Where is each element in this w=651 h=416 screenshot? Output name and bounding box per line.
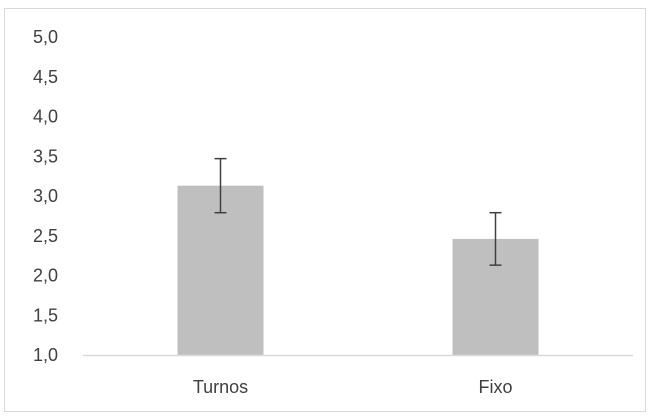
y-tick-label: 5,0 [33,27,58,47]
x-axis-category-labels: Turnos Fixo [193,377,513,397]
bars-group [177,185,539,355]
chart-frame [4,8,646,412]
x-category-label: Turnos [193,377,248,397]
y-tick-label: 3,5 [33,146,58,166]
y-tick-label: 1,0 [33,345,58,365]
error-bars-group [214,157,502,266]
y-tick-label: 1,5 [33,305,58,325]
y-tick-label: 4,0 [33,107,58,127]
y-axis-tick-labels: 1,0 1,5 2,0 2,5 3,0 3,5 4,0 4,5 5,0 [33,27,58,365]
y-tick-label: 4,5 [33,67,58,87]
y-tick-label: 2,5 [33,226,58,246]
y-tick-label: 2,0 [33,266,58,286]
x-category-label: Fixo [478,377,512,397]
y-tick-label: 3,0 [33,186,58,206]
bar-turnos [177,185,264,355]
